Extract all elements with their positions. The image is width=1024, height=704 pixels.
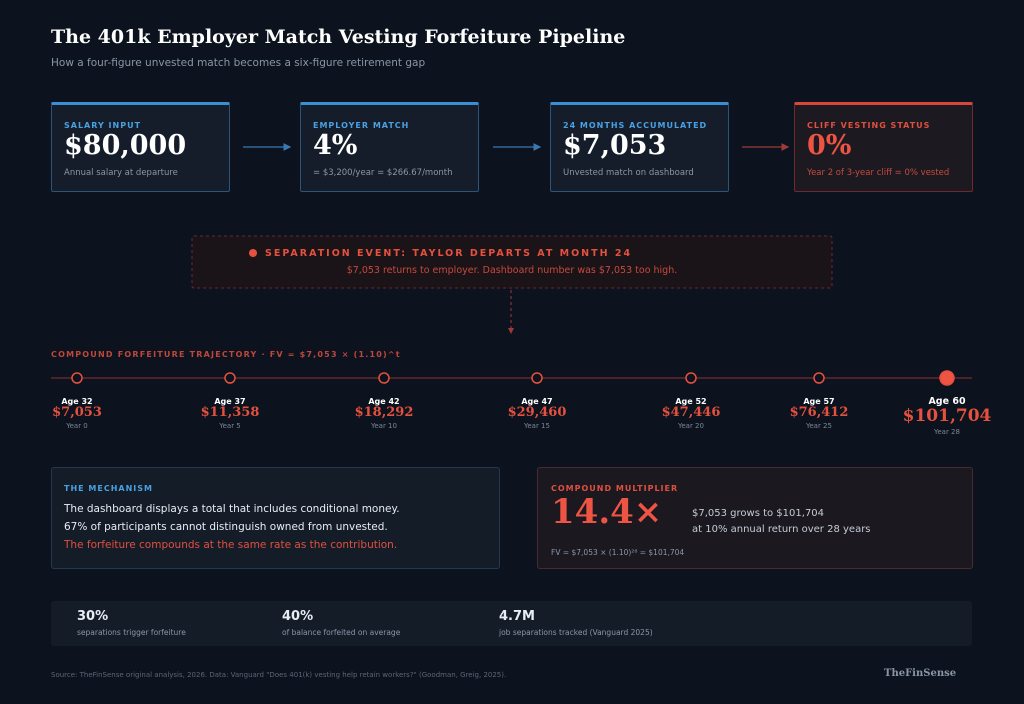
point-age: Age 42: [368, 397, 400, 406]
point-age: Age 57: [803, 397, 835, 406]
step-label: SALARY INPUT: [64, 121, 142, 130]
multiplier-box: COMPOUND MULTIPLIER 14.4× $7,053 grows t…: [537, 467, 973, 569]
mechanism-line: The forfeiture compounds at the same rat…: [64, 539, 398, 551]
timeline-dot: [685, 372, 697, 384]
stats-bar: [51, 601, 972, 646]
point-year: Year 15: [524, 422, 550, 430]
point-amount: $101,704: [902, 406, 992, 426]
timeline-dot: [378, 372, 390, 384]
timeline-point: Age 60 $101,704 Year 28: [887, 396, 1007, 436]
stat-value: 40%: [282, 609, 314, 624]
title: The 401k Employer Match Vesting Forfeitu…: [51, 26, 626, 48]
step-note: Annual salary at departure: [64, 168, 178, 178]
point-year: Year 0: [66, 422, 88, 430]
multiplier-title: COMPOUND MULTIPLIER: [551, 484, 679, 493]
point-age: Age 47: [521, 397, 553, 406]
point-age: Age 32: [61, 397, 93, 406]
step-note: Year 2 of 3-year cliff = 0% vested: [807, 168, 950, 178]
step-value: 0%: [807, 130, 852, 161]
timeline-dot: [939, 370, 955, 386]
step-note: = $3,200/year = $266.67/month: [313, 168, 453, 178]
brand: TheFinSense: [884, 668, 957, 679]
timeline-point: Age 57 $76,412 Year 25: [759, 397, 879, 430]
mechanism-title: THE MECHANISM: [64, 484, 153, 493]
point-year: Year 20: [678, 422, 704, 430]
source: Source: TheFinSense original analysis, 2…: [51, 671, 507, 679]
step-label: 24 MONTHS ACCUMULATED: [563, 121, 708, 130]
timeline-point: Age 47 $29,460 Year 15: [477, 397, 597, 430]
multiplier-formula: FV = $7,053 × (1.10)²⁸ = $101,704: [551, 548, 685, 557]
mechanism-line: The dashboard displays a total that incl…: [64, 503, 400, 515]
point-year: Year 10: [371, 422, 397, 430]
step-label: CLIFF VESTING STATUS: [807, 121, 931, 130]
event-box: [191, 235, 833, 289]
timeline-dot: [531, 372, 543, 384]
timeline-point: Age 37 $11,358 Year 5: [170, 397, 290, 430]
stat-label: job separations tracked (Vanguard 2025): [499, 628, 653, 637]
step-card: EMPLOYER MATCH 4% = $3,200/year = $266.6…: [300, 102, 479, 192]
step-value: 4%: [313, 130, 358, 161]
mechanism-line: 67% of participants cannot distinguish o…: [64, 521, 388, 533]
step-card: SALARY INPUT $80,000 Annual salary at de…: [51, 102, 230, 192]
point-amount: $11,358: [200, 405, 260, 420]
step-value: $80,000: [64, 130, 187, 161]
timeline-dot: [224, 372, 236, 384]
timeline-dot: [71, 372, 83, 384]
point-year: Year 25: [806, 422, 832, 430]
stat-value: 4.7M: [499, 609, 535, 624]
point-year: Year 28: [934, 428, 960, 436]
point-amount: $76,412: [789, 405, 849, 420]
event-title: SEPARATION EVENT: TAYLOR DEPARTS AT MONT…: [265, 248, 633, 259]
point-amount: $47,446: [661, 405, 721, 420]
event-dot: [249, 249, 257, 257]
point-age: Age 52: [675, 397, 707, 406]
event-text: $7,053 returns to employer. Dashboard nu…: [346, 265, 678, 276]
point-amount: $29,460: [507, 405, 567, 420]
step-label: EMPLOYER MATCH: [313, 121, 410, 130]
point-age: Age 60: [928, 396, 966, 407]
mechanism-box: THE MECHANISM The dashboard displays a t…: [51, 467, 500, 569]
stat-label: of balance forfeited on average: [282, 628, 401, 637]
step-value: $7,053: [563, 130, 667, 161]
stat-label: separations trigger forfeiture: [77, 628, 186, 637]
multiplier-value: 14.4×: [551, 492, 663, 532]
point-year: Year 5: [219, 422, 241, 430]
timeline-point: Age 52 $47,446 Year 20: [631, 397, 751, 430]
timeline-dot: [813, 372, 825, 384]
point-amount: $7,053: [52, 405, 102, 420]
timeline-point: Age 32 $7,053 Year 0: [17, 397, 137, 430]
multiplier-line: at 10% annual return over 28 years: [692, 524, 871, 535]
step-card: CLIFF VESTING STATUS 0% Year 2 of 3-year…: [794, 102, 973, 192]
timeline-point: Age 42 $18,292 Year 10: [324, 397, 444, 430]
step-card: 24 MONTHS ACCUMULATED $7,053 Unvested ma…: [550, 102, 729, 192]
step-note: Unvested match on dashboard: [563, 168, 694, 178]
stat-value: 30%: [77, 609, 109, 624]
point-amount: $18,292: [354, 405, 414, 420]
subtitle: How a four-figure unvested match becomes…: [51, 57, 426, 69]
multiplier-line: $7,053 grows to $101,704: [692, 508, 825, 519]
trajectory-title: COMPOUND FORFEITURE TRAJECTORY · FV = $7…: [51, 350, 401, 359]
point-age: Age 37: [214, 397, 246, 406]
